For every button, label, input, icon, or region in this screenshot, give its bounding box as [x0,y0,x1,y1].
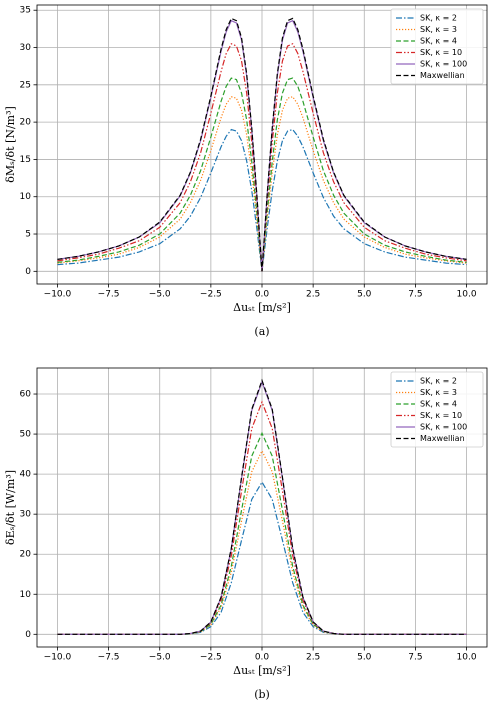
y-tick-label: 10 [20,590,32,600]
x-tick-label: −10.0 [44,290,72,300]
y-tick-label: 35 [20,6,31,16]
x-tick-label: 10.0 [457,653,477,663]
legend-box [390,371,484,448]
y-tick-label: 50 [20,430,32,440]
y-tick-label: 60 [20,390,32,400]
x-axis-label: Δuₛₜ [m/s²] [233,301,291,314]
legend-label: SK, κ = 10 [420,411,462,420]
x-tick-label: 5.0 [357,653,372,663]
x-tick-label: 5.0 [357,290,372,300]
caption: (b) [254,688,270,701]
x-tick-label: 7.5 [408,653,422,663]
x-tick-label: −7.5 [98,653,120,663]
subplot: −10.0 −7.5 −5.0 −2.5 0.0 2.5 5.0 7.5 10.0 0 5 10 15 2… [4,4,488,338]
y-tick-label: 30 [20,43,32,53]
plot-frame [36,4,488,285]
legend-label: SK, κ = 2 [420,14,457,23]
legend: SK, κ = 2 SK, κ = 3 SK, κ = 4 SK, κ = 10 SK,… [390,8,484,85]
x-tick-label: 10.0 [457,290,477,300]
y-tick-label: 0 [25,267,31,277]
x-tick-label: 7.5 [408,290,422,300]
y-tick-label: 40 [20,470,32,480]
y-axis-label: δEₛ/δt [W/m³] [4,470,17,545]
plot-frame [36,367,488,648]
x-tick-label: −2.5 [200,653,222,663]
legend-label: SK, κ = 100 [420,60,467,69]
x-axis-label: Δuₛₜ [m/s²] [233,664,291,677]
legend: SK, κ = 2 SK, κ = 3 SK, κ = 4 SK, κ = 10 SK,… [390,371,484,448]
y-tick-label: 0 [25,630,31,640]
y-tick-label: 5 [25,230,31,240]
y-tick-label: 25 [20,80,31,90]
caption: (a) [254,325,269,338]
x-tick-label: −10.0 [44,653,72,663]
x-tick-label: 0.0 [255,290,270,300]
x-tick-label: −5.0 [149,653,171,663]
legend-label: SK, κ = 10 [420,48,462,57]
x-tick-label: −7.5 [98,290,120,300]
legend-label: SK, κ = 4 [420,400,457,409]
x-tick-label: 2.5 [306,290,320,300]
y-tick-label: 20 [20,118,32,128]
subplot: −10.0 −7.5 −5.0 −2.5 0.0 2.5 5.0 7.5 10.0 0 10 20 30… [4,367,488,701]
legend-label: SK, κ = 2 [420,377,457,386]
legend-label: Maxwellian [420,71,465,80]
x-tick-label: −2.5 [200,290,222,300]
legend-label: Maxwellian [420,434,465,443]
series-line [57,17,467,272]
x-tick-label: 2.5 [306,653,320,663]
legend-label: SK, κ = 3 [420,25,457,34]
y-tick-label: 15 [20,155,31,165]
legend-label: SK, κ = 100 [420,423,467,432]
x-tick-label: 0.0 [255,653,270,663]
legend-box [390,8,484,85]
series-line [57,378,467,635]
y-axis-label: δMₛ/δt [N/m³] [4,106,17,183]
legend-label: SK, κ = 4 [420,37,457,46]
y-tick-label: 30 [20,510,32,520]
x-tick-label: −5.0 [149,290,171,300]
legend-label: SK, κ = 3 [420,388,457,397]
y-tick-label: 20 [20,550,32,560]
y-tick-label: 10 [20,192,32,202]
